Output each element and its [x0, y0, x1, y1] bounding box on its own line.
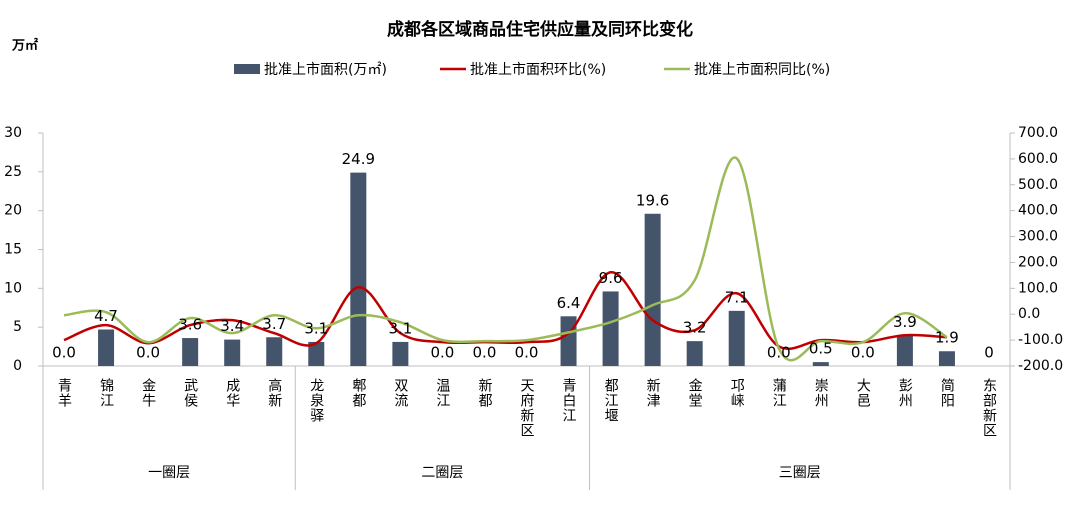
y-tick-label: 5 [13, 319, 22, 335]
legend-label: 批准上市面积同比(%) [694, 61, 830, 78]
x-tick-label: 金堂 [687, 378, 703, 408]
bar [812, 362, 829, 366]
bar [308, 341, 325, 366]
data-label: 3.1 [388, 319, 412, 337]
x-tick-label: 蒲江 [771, 378, 787, 408]
data-label: 0.0 [473, 344, 497, 362]
y-tick-label: 20 [4, 203, 22, 219]
data-label: 3.7 [262, 315, 286, 333]
data-label: 3.6 [178, 316, 202, 334]
data-label: 6.4 [557, 294, 581, 312]
x-tick-label: 简阳 [939, 377, 955, 408]
x-tick-label: 邛崃 [729, 378, 745, 408]
data-label: 9.6 [599, 269, 623, 287]
group-label: 三圈层 [779, 465, 821, 481]
bar [644, 213, 661, 366]
data-label: 0.0 [767, 344, 791, 362]
data-label: 3.4 [220, 317, 244, 335]
group-label: 二圈层 [421, 465, 463, 481]
y2-tick-label: 700.0 [1018, 125, 1058, 141]
x-tick-label: 双流 [392, 378, 408, 408]
legend-label: 批准上市面积(万㎡) [264, 61, 387, 78]
data-label: 0.0 [430, 344, 454, 362]
bar [224, 339, 241, 366]
group-label: 一圈层 [148, 465, 190, 481]
data-label: 0.0 [52, 344, 76, 362]
x-tick-label: 崇州 [813, 378, 829, 408]
data-label: 0.0 [515, 344, 539, 362]
bar [938, 351, 955, 366]
data-label: 0.0 [136, 344, 160, 362]
data-label: 24.9 [342, 150, 375, 168]
y2-tick-label: 100.0 [1018, 280, 1058, 296]
bar [98, 329, 115, 366]
x-tick-label: 彭州 [897, 378, 913, 408]
y-tick-label: 30 [4, 125, 22, 141]
y2-tick-label: -100.0 [1018, 332, 1063, 348]
y-tick-label: 0 [13, 358, 22, 374]
data-label: 3.9 [893, 313, 917, 331]
y2-tick-label: 400.0 [1018, 203, 1058, 219]
x-tick-label: 青羊 [56, 378, 72, 408]
y2-tick-label: 0.0 [1018, 306, 1040, 322]
x-tick-label: 锦江 [98, 377, 114, 408]
bar [182, 338, 199, 366]
x-tick-label: 新津 [645, 378, 661, 408]
y2-tick-label: 500.0 [1018, 177, 1058, 193]
bar [392, 341, 409, 366]
data-label: 3.1 [304, 319, 328, 337]
x-tick-label: 成华 [224, 378, 240, 408]
x-tick-label: 温江 [434, 378, 450, 408]
x-tick-label: 金牛 [140, 378, 156, 408]
data-label: 19.6 [636, 191, 669, 209]
data-label: 0.0 [851, 344, 875, 362]
data-label: 7.1 [725, 288, 749, 306]
chart-title: 成都各区域商品住宅供应量及同环比变化 [387, 19, 693, 40]
x-tick-label: 都江堰 [603, 378, 619, 423]
legend-swatch [234, 64, 260, 74]
data-label: 0.5 [809, 340, 833, 358]
y2-tick-label: 600.0 [1018, 151, 1058, 167]
x-tick-label: 高新 [266, 377, 282, 408]
data-label: 4.7 [94, 307, 118, 325]
bar [896, 335, 913, 366]
x-tick-label: 大邑 [855, 378, 871, 408]
x-tick-label: 龙泉驿 [308, 378, 324, 423]
y2-tick-label: 300.0 [1018, 229, 1058, 245]
bar [266, 337, 283, 366]
bar [686, 341, 703, 366]
legend-label: 批准上市面积环比(%) [470, 61, 606, 78]
x-tick-label: 天府新区 [519, 378, 535, 438]
y2-tick-label: 200.0 [1018, 254, 1058, 270]
bar [560, 316, 577, 366]
y-tick-label: 15 [4, 242, 22, 258]
x-tick-label: 青白江 [561, 378, 577, 423]
x-tick-label: 郫都 [350, 378, 366, 408]
y-tick-label: 10 [4, 280, 22, 296]
y-tick-label: 25 [4, 164, 22, 180]
line [63, 271, 947, 350]
data-label: 1.9 [935, 329, 959, 347]
data-label: 3.2 [683, 319, 707, 337]
y-axis-label: 万㎡ [11, 38, 38, 54]
x-tick-label: 新都 [476, 378, 492, 408]
line [63, 156, 948, 362]
x-tick-label: 东部新区 [981, 378, 997, 438]
bar [602, 291, 619, 366]
bar [728, 310, 745, 366]
x-tick-label: 武侯 [182, 378, 198, 408]
bar [350, 172, 367, 366]
data-label: 0 [984, 344, 994, 362]
y2-tick-label: -200.0 [1018, 358, 1063, 374]
